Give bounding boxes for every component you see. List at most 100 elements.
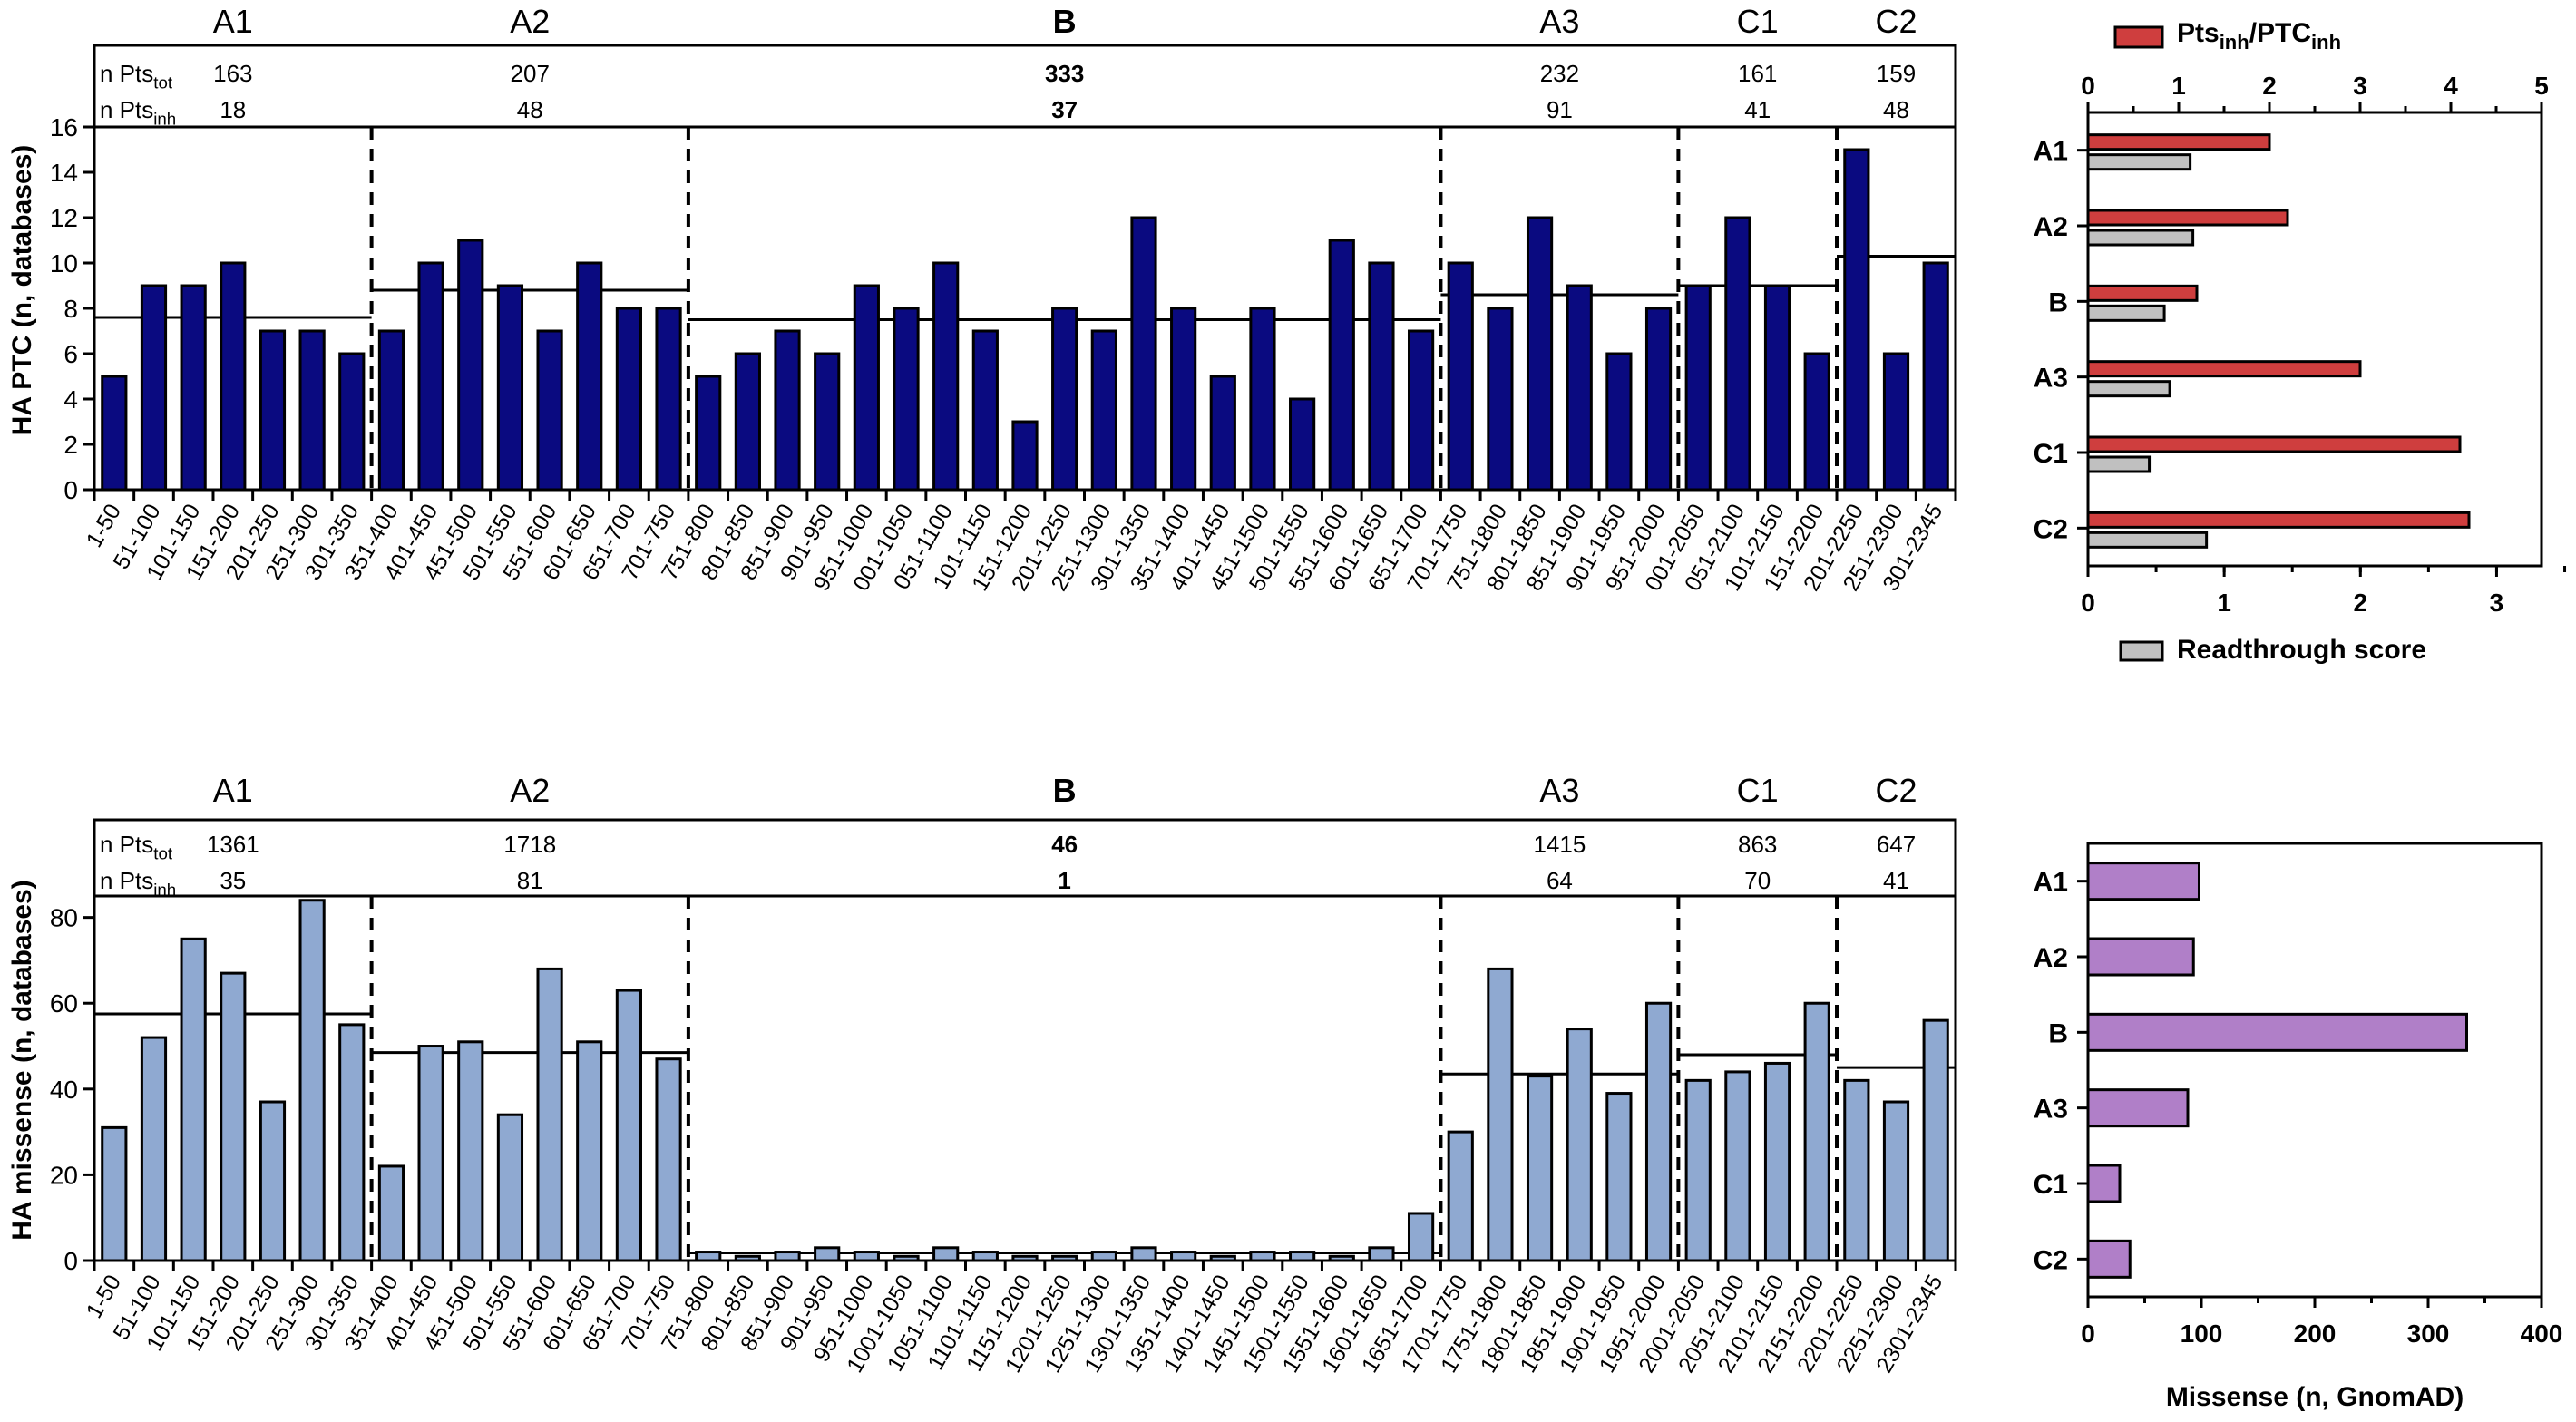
- gnomad-bar-a1: [2086, 862, 2200, 901]
- top-tick-label: 1: [2171, 72, 2186, 100]
- domain-label-b: B: [1053, 3, 1077, 40]
- top-tick-label: 2: [2262, 72, 2277, 100]
- n-pts-inh-c1: 41: [1744, 96, 1771, 123]
- gnomad-bar-a2: [2086, 937, 2195, 977]
- y-tick-label: 4: [63, 385, 78, 414]
- bar-51-100: [140, 1036, 168, 1262]
- bar-651-700: [615, 989, 643, 1262]
- bar-2251-2300: [1882, 1100, 1910, 1262]
- category-label-a2: A2: [2034, 943, 2068, 973]
- legend-swatch-readthrough: [2119, 640, 2164, 662]
- category-label-c2: C2: [2034, 514, 2068, 544]
- bar-1651-1700: [1407, 1212, 1435, 1262]
- bar-151-1200: [1011, 420, 1039, 492]
- bar-551-600: [536, 967, 563, 1262]
- y-tick-label: 16: [50, 113, 78, 141]
- bar-1751-1800: [1487, 967, 1514, 1262]
- n-pts-tot-a2: 207: [511, 60, 550, 87]
- bar-451-1500: [1249, 307, 1276, 492]
- y-tick-label: 20: [50, 1161, 78, 1189]
- y-tick-label: 60: [50, 989, 78, 1018]
- bar-2101-2150: [1763, 1061, 1791, 1262]
- category-label-a3: A3: [2034, 364, 2068, 394]
- readthrough-bar-a3: [2086, 380, 2171, 398]
- bar-651-1700: [1407, 329, 1435, 492]
- bar-701-750: [655, 307, 682, 492]
- n-pts-inh-c2: 41: [1883, 867, 1909, 894]
- plot-frame: [2086, 111, 2543, 568]
- ratio-bar-b: [2086, 284, 2199, 302]
- n-pts-tot-a1: 1361: [207, 831, 259, 858]
- readthrough-bar-a1: [2086, 153, 2192, 171]
- bar-351-400: [377, 1164, 405, 1262]
- bar-501-550: [496, 284, 524, 492]
- x-tick-label: 0: [2081, 1320, 2095, 1348]
- bar-1801-1850: [1526, 1075, 1554, 1262]
- bottom-tick-label: 3: [2490, 589, 2504, 617]
- header-box: [93, 44, 1957, 129]
- ratio-bar-a1: [2086, 133, 2271, 151]
- bar-751-1800: [1487, 307, 1514, 492]
- n-pts-inh-b: 37: [1051, 96, 1078, 123]
- y-tick-label: 2: [63, 431, 78, 459]
- category-label-a1: A1: [2034, 137, 2068, 167]
- readthrough-bar-a2: [2086, 229, 2195, 247]
- legend-swatch-ratio: [2113, 25, 2164, 49]
- n-pts-tot-a2: 1718: [503, 831, 556, 858]
- bar-1-50: [101, 375, 128, 492]
- gnomad-bar-c2: [2086, 1239, 2132, 1279]
- bar-151-2200: [1803, 352, 1830, 492]
- category-label-a2: A2: [2034, 212, 2068, 242]
- category-label-c2: C2: [2034, 1245, 2068, 1275]
- category-label-c1: C1: [2034, 439, 2068, 469]
- n-pts-inh-a1: 18: [220, 96, 246, 123]
- bar-1951-2000: [1644, 1001, 1673, 1262]
- bar-451-500: [457, 1040, 484, 1262]
- bar-251-300: [298, 329, 326, 492]
- n-pts-tot-c1: 161: [1738, 60, 1777, 87]
- missense-panel: n Ptstot n Ptsinh A1 1361 35 A2 1718 81 B 46 1 A3 14…: [7, 772, 1957, 1378]
- domain-label-a3: A3: [1539, 3, 1579, 40]
- x-tick-label: 400: [2521, 1320, 2563, 1348]
- y-axis-label: HA missense (n, databases): [7, 880, 37, 1240]
- category-label-b: B: [2048, 287, 2068, 317]
- y-axis-label: HA PTC (n, databases): [7, 145, 37, 436]
- bar-2201-2250: [1843, 1078, 1870, 1262]
- domain-label-b: B: [1053, 772, 1077, 809]
- top-tick-label: 0: [2081, 72, 2095, 100]
- bar-151-200: [220, 261, 247, 492]
- bar-851-900: [774, 329, 801, 492]
- y-tick-label: 0: [63, 476, 78, 504]
- bar-201-1250: [1051, 307, 1078, 492]
- bar-851-1900: [1566, 284, 1593, 492]
- bar-701-750: [655, 1057, 682, 1262]
- domain-label-c1: C1: [1737, 772, 1779, 809]
- n-pts-inh-c1: 70: [1744, 867, 1771, 894]
- bar-351-400: [377, 329, 405, 492]
- ratio-bar-c1: [2086, 435, 2462, 453]
- y-tick-label: 40: [50, 1076, 78, 1104]
- gnomad-bar-c1: [2086, 1164, 2122, 1203]
- domain-label-c1: C1: [1737, 3, 1779, 40]
- bar-1701-1750: [1447, 1130, 1474, 1262]
- n-pts-inh-a1: 35: [220, 867, 246, 894]
- bar-701-1750: [1447, 261, 1474, 492]
- bar-1901-1950: [1605, 1092, 1633, 1262]
- bar-901-950: [814, 1246, 841, 1262]
- top-tick-label: 5: [2534, 72, 2549, 100]
- bar-301-350: [338, 352, 366, 492]
- bar-401-450: [417, 1045, 444, 1262]
- readthrough-bar-b: [2086, 304, 2166, 322]
- bar-201-250: [259, 1100, 287, 1262]
- bar-101-150: [180, 284, 207, 492]
- bar-601-1650: [1368, 261, 1395, 492]
- category-label-a3: A3: [2034, 1095, 2068, 1125]
- domain-label-a2: A2: [510, 3, 550, 40]
- domain-label-c2: C2: [1875, 772, 1917, 809]
- bar-601-650: [576, 261, 603, 492]
- y-tick-label: 8: [63, 295, 78, 323]
- bar-551-1600: [1328, 239, 1355, 492]
- x-tick-label: 300: [2407, 1320, 2450, 1348]
